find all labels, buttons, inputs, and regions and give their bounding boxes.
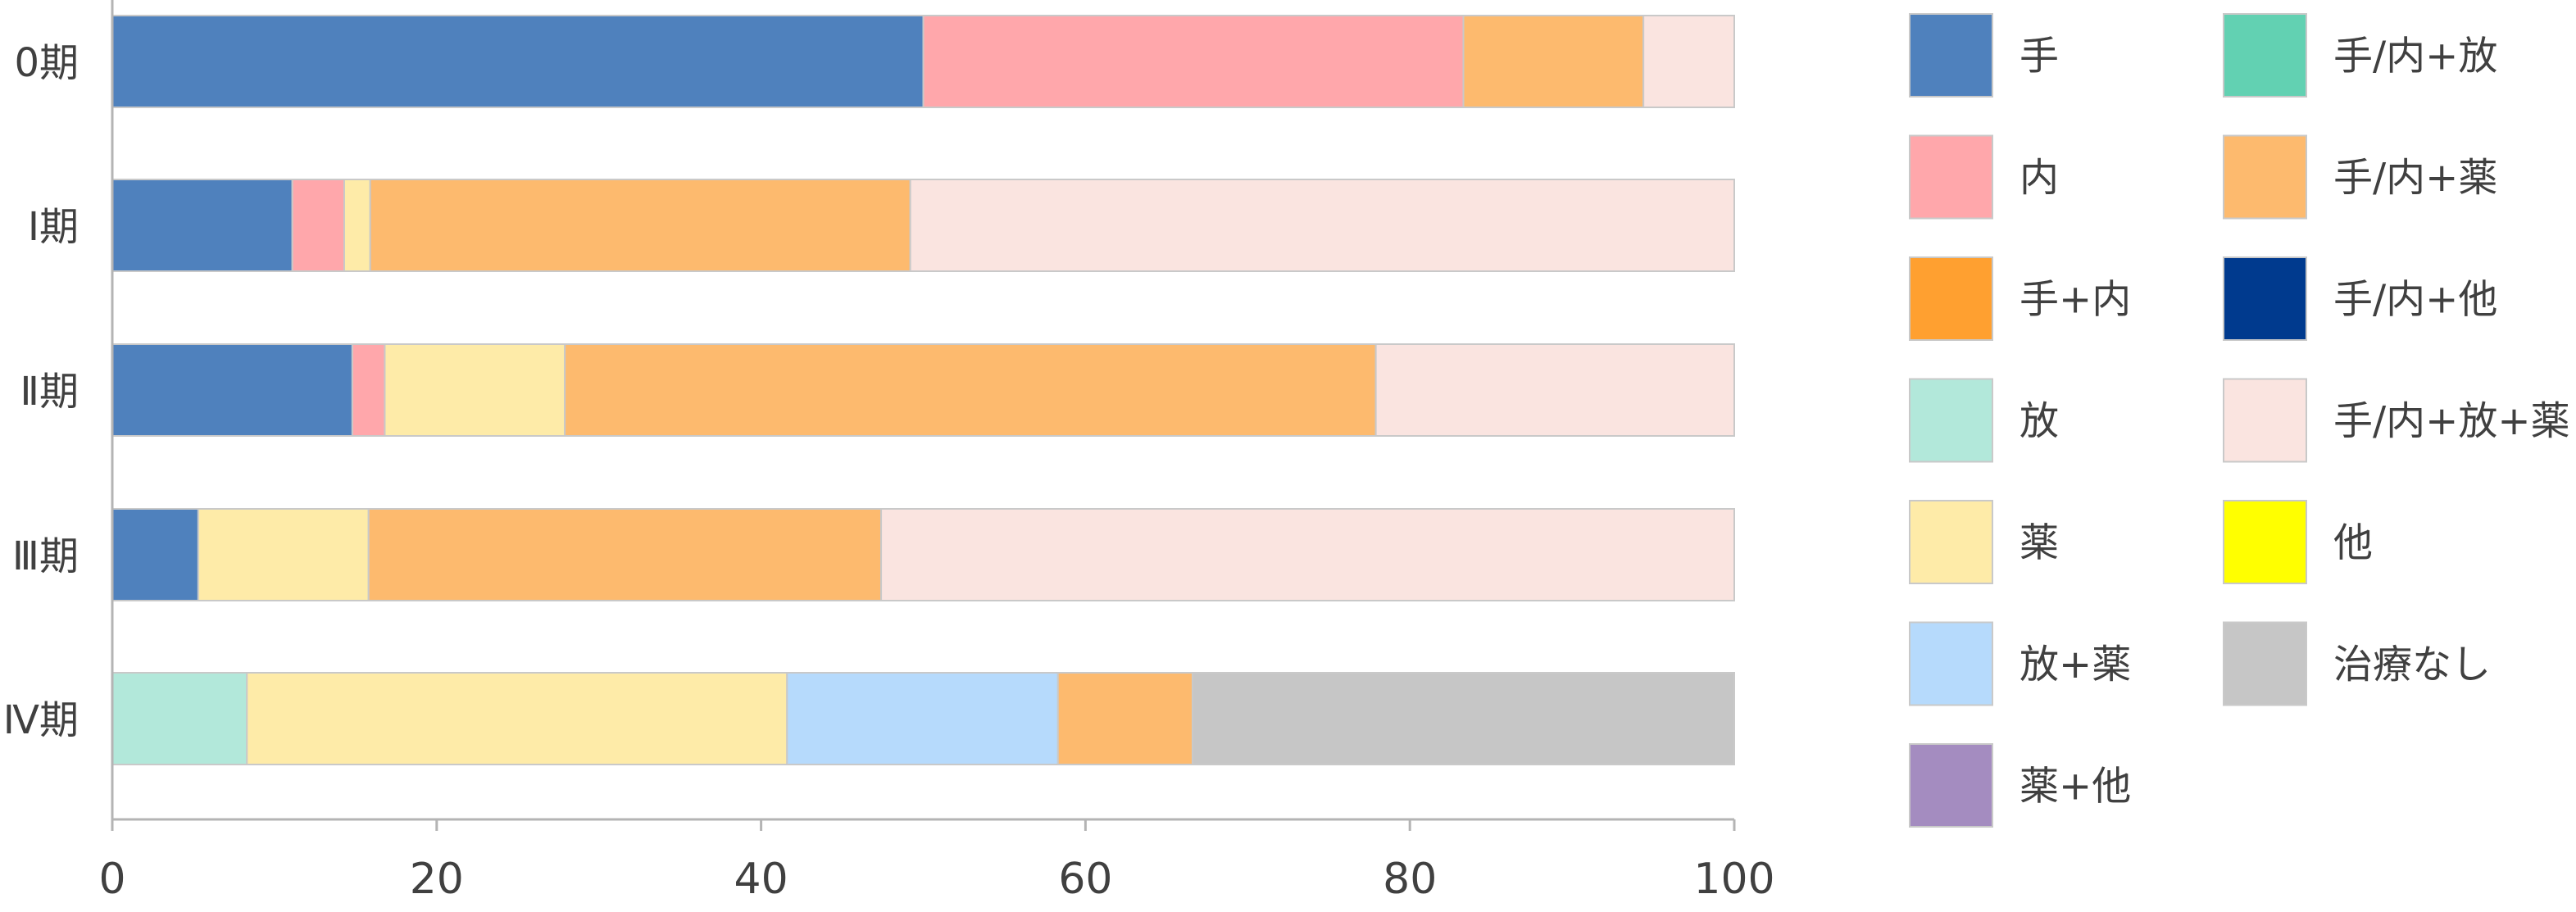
legend-label: 薬 <box>2019 520 2059 566</box>
bar-segment <box>351 343 386 437</box>
legend-item: 手 <box>1909 13 2059 98</box>
legend-item: 放 <box>1909 378 2059 463</box>
bar-segment <box>343 179 371 272</box>
bar-segment <box>111 508 199 601</box>
legend-label: 手/内+放 <box>2333 34 2497 79</box>
legend-swatch <box>1909 743 1993 828</box>
x-tick-labels: 0 20 40 60 80 100 <box>98 855 1774 904</box>
x-tick-label: 40 <box>734 855 788 904</box>
legend-swatch <box>2223 256 2307 341</box>
bar-segment <box>367 508 883 601</box>
bar-segment <box>384 343 566 437</box>
legend-item: 放+薬 <box>1909 621 2131 706</box>
legend-label: 薬+他 <box>2019 764 2131 810</box>
category-label: Ⅱ期 <box>20 369 79 415</box>
legend-label: 放+薬 <box>2019 642 2131 687</box>
legend-swatch <box>2223 621 2307 706</box>
legend-label: 手/内+他 <box>2333 277 2497 323</box>
legend-swatch <box>1909 13 1993 98</box>
bar-segment <box>197 508 370 601</box>
legend-swatch <box>1909 500 1993 584</box>
category-label: 0期 <box>14 40 79 86</box>
bar-segment <box>1056 672 1194 765</box>
category-label: Ⅰ期 <box>28 204 79 250</box>
legend-label: 手/内+薬 <box>2333 155 2497 201</box>
bar-segment <box>291 179 345 272</box>
legend-item: 薬+他 <box>1909 743 2131 828</box>
category-label: Ⅲ期 <box>12 533 79 579</box>
x-tick-label: 0 <box>98 855 125 904</box>
bar-segment <box>1374 343 1735 437</box>
bar-segment <box>786 672 1059 765</box>
legend-label: 手/内+放+薬 <box>2333 398 2570 444</box>
x-tick-label: 100 <box>1693 855 1774 904</box>
x-tick-label: 80 <box>1383 855 1437 904</box>
legend-label: 手+内 <box>2019 277 2131 323</box>
category-labels: 0期 Ⅰ期 Ⅱ期 Ⅲ期 Ⅳ期 <box>3 40 79 743</box>
bar-segment <box>111 15 925 108</box>
bar-segment <box>564 343 1377 437</box>
legend-label: 放 <box>2019 398 2059 444</box>
legend-swatch <box>2223 13 2307 98</box>
bar-segment <box>1192 672 1736 765</box>
legend-swatch <box>1909 621 1993 706</box>
bar-segment <box>909 179 1735 272</box>
legend-swatch <box>2223 500 2307 584</box>
bar-segment <box>922 15 1465 108</box>
bars-layer <box>111 15 1736 765</box>
bar-segment <box>880 508 1735 601</box>
legend-item: 手+内 <box>1909 256 2131 341</box>
bar-segment <box>111 343 353 437</box>
legend-swatch <box>1909 256 1993 341</box>
legend-item: 手/内+薬 <box>2223 134 2497 220</box>
bar-segment <box>246 672 788 765</box>
x-tick-label: 20 <box>410 855 464 904</box>
category-label: Ⅳ期 <box>3 697 79 743</box>
legend-swatch <box>2223 134 2307 220</box>
x-tick-label: 60 <box>1058 855 1112 904</box>
legend-label: 内 <box>2019 155 2059 201</box>
legend-label: 手 <box>2019 34 2059 79</box>
bar-segment <box>111 179 293 272</box>
bar-segment <box>369 179 911 272</box>
bar-segment <box>1462 15 1645 108</box>
bar-segment <box>1642 15 1736 108</box>
axes <box>111 0 1736 831</box>
legend-item: 薬 <box>1909 500 2059 584</box>
legend-item: 内 <box>1909 134 2059 220</box>
legend-swatch <box>1909 378 1993 463</box>
legend-item: 手/内+放 <box>2223 13 2497 98</box>
legend-item: 他 <box>2223 500 2373 584</box>
legend-swatch <box>2223 378 2307 463</box>
legend-item: 治療なし <box>2223 621 2491 706</box>
legend-label: 他 <box>2333 520 2373 566</box>
legend-item: 手/内+放+薬 <box>2223 378 2570 463</box>
bar-segment <box>111 672 248 765</box>
legend-label: 治療なし <box>2333 642 2491 687</box>
legend-item: 手/内+他 <box>2223 256 2497 341</box>
legend-swatch <box>1909 134 1993 220</box>
